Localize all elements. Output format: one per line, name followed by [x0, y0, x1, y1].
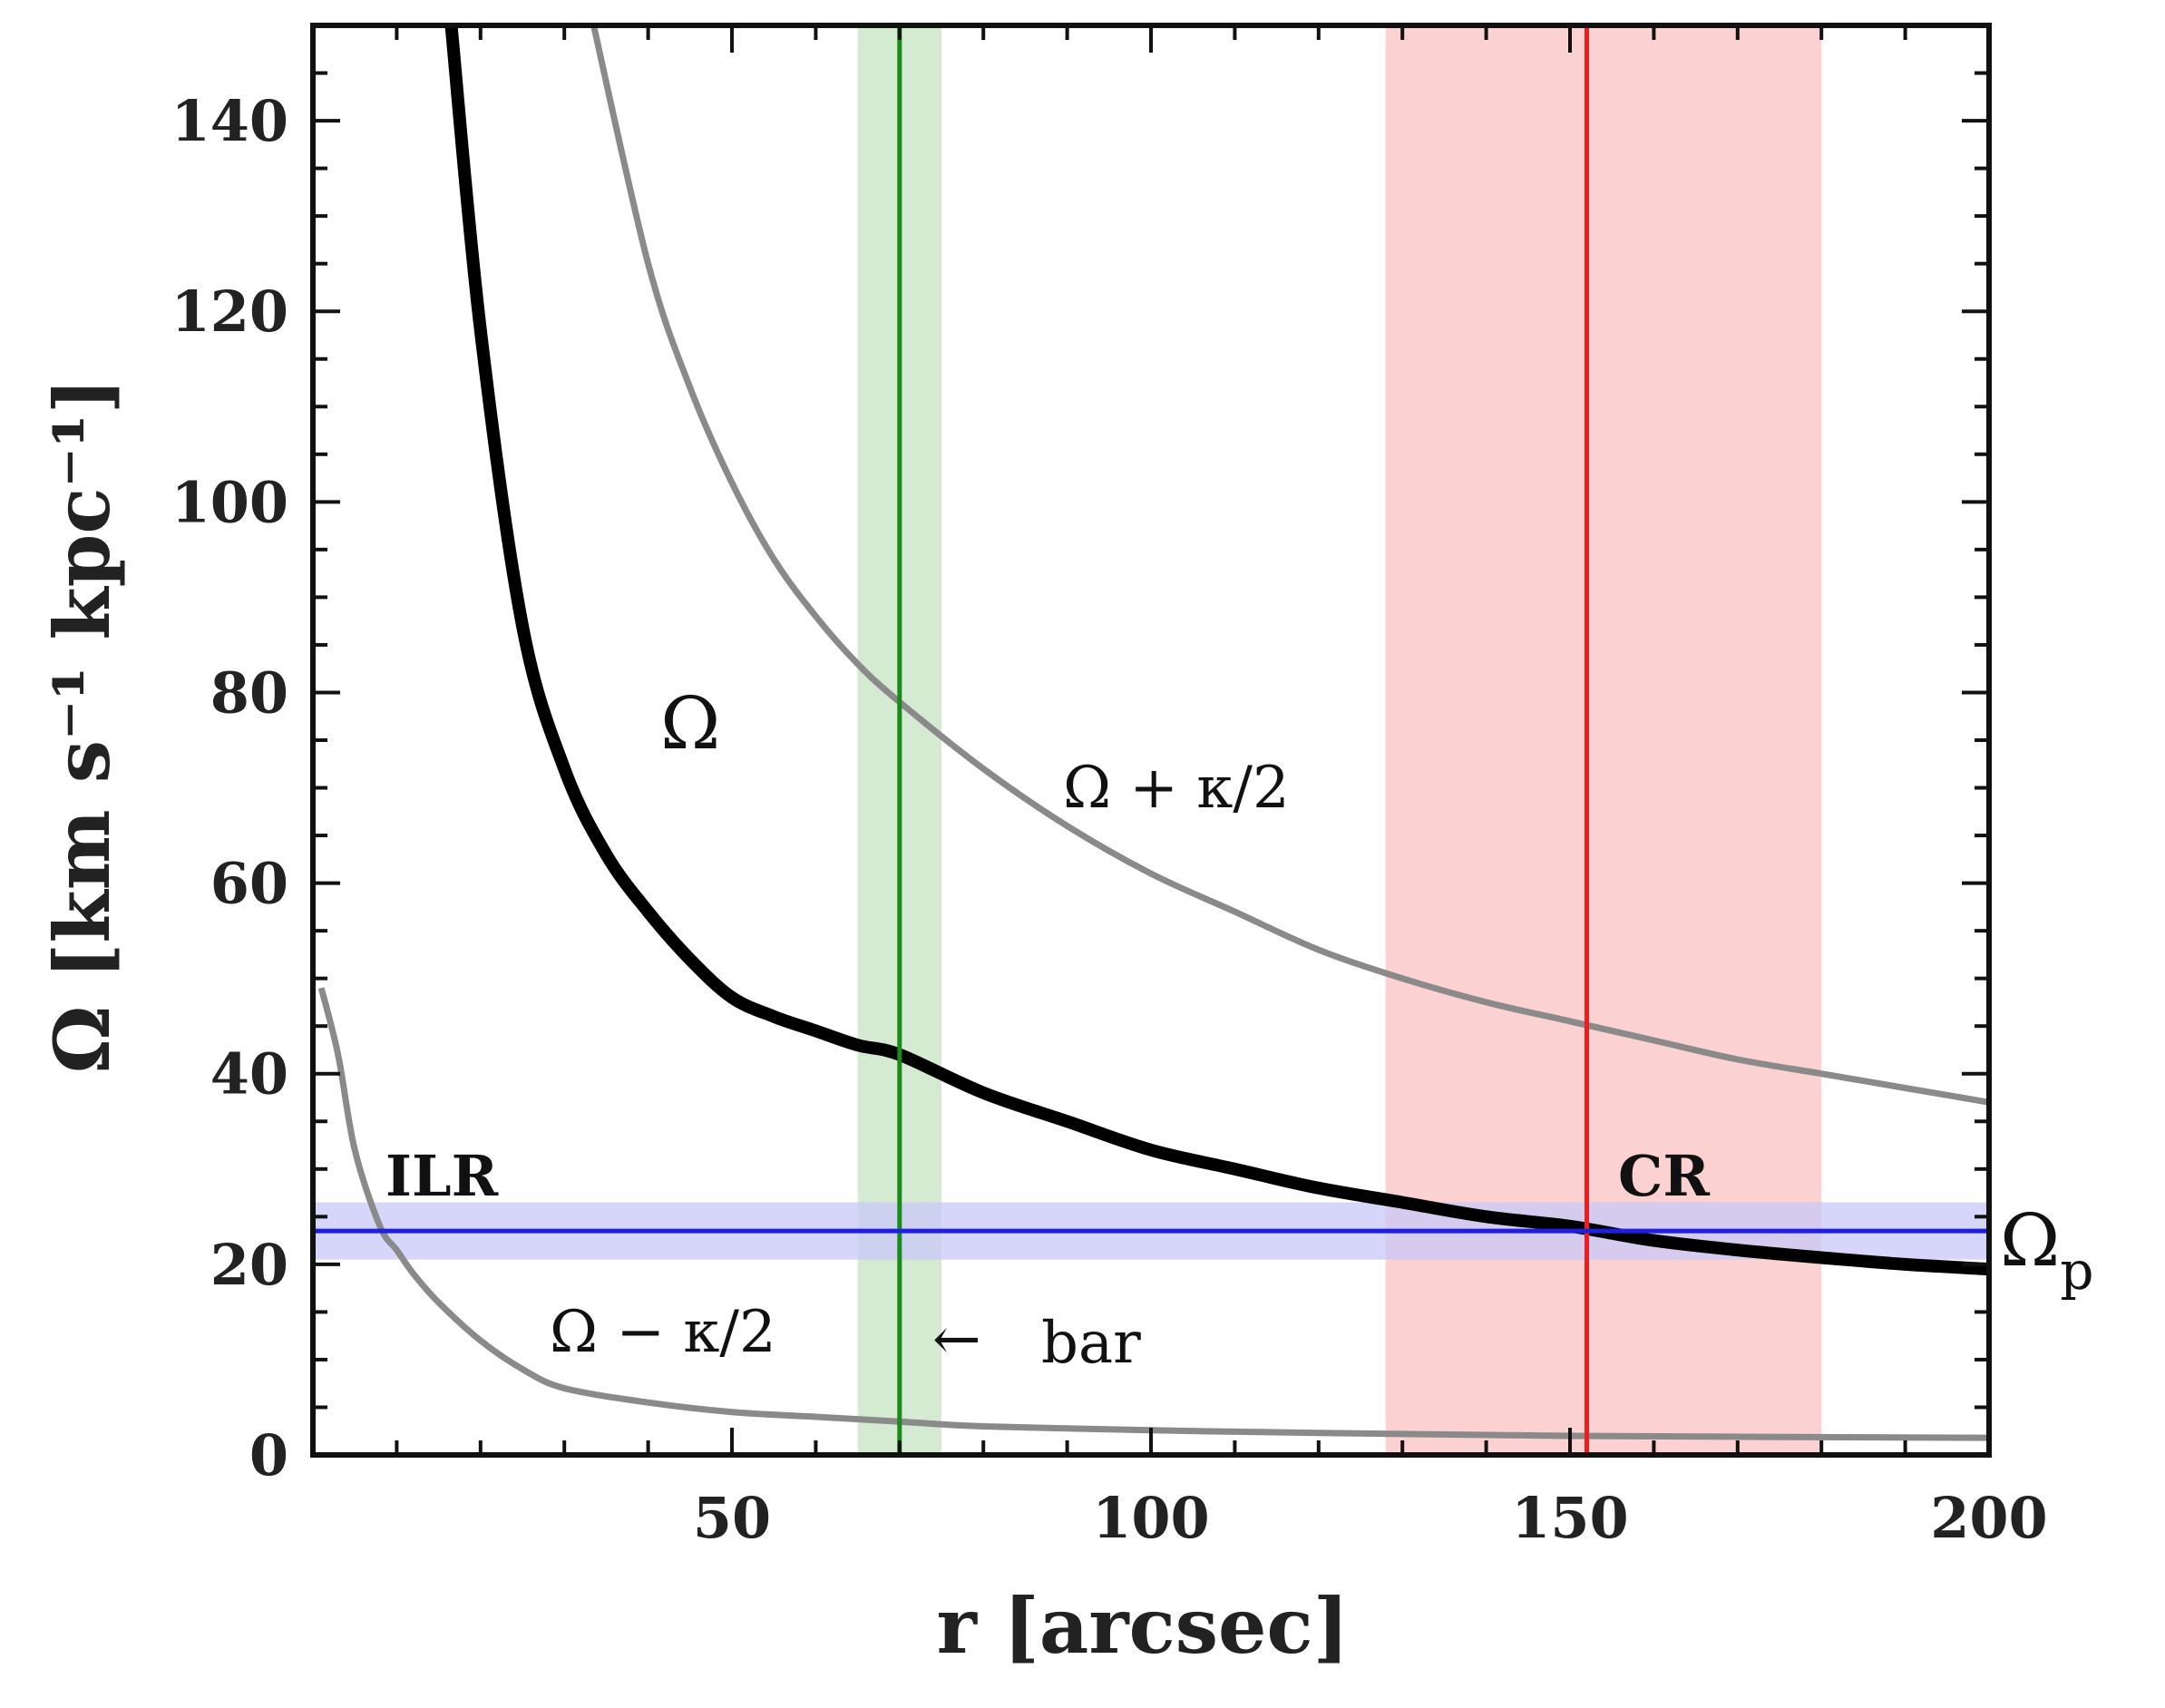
series-line-omega-plus-kappa: [590, 24, 1990, 1106]
x-tick-label: 50: [693, 1485, 771, 1551]
omega-plus-kappa-label: Ω + κ/2: [1063, 755, 1290, 822]
y-axis-title: Ω [km s⁻¹ kpc⁻¹]: [37, 378, 127, 1074]
curves: [317, 24, 1990, 1441]
plot-frame: [310, 23, 1992, 1458]
ilr-label: ILR: [385, 1143, 499, 1209]
y-tick-label: 60: [210, 851, 288, 917]
x-axis-title: r [arcsec]: [937, 1581, 1350, 1671]
pattern-speed-subscript: p: [2060, 1240, 2093, 1302]
y-tick-label: 140: [171, 88, 288, 154]
x-tick-label: 100: [1092, 1485, 1209, 1551]
y-tick-label: 0: [249, 1422, 288, 1488]
y-tick-label: 100: [171, 469, 288, 535]
bar-label: bar: [1041, 1310, 1141, 1377]
y-tick-label: 20: [210, 1232, 288, 1298]
y-tick-label: 80: [210, 659, 288, 726]
bar-arrow: ←: [932, 1306, 981, 1373]
omega-curve-label: Ω: [660, 681, 720, 766]
omega-minus-kappa-label: Ω − κ/2: [550, 1299, 776, 1366]
pattern-speed-symbol: Ω: [2000, 1198, 2060, 1283]
series-line-omega-minus-kappa: [317, 987, 1990, 1441]
y-tick-label: 40: [210, 1041, 288, 1108]
x-tick-label: 150: [1511, 1485, 1628, 1551]
series-line-omega: [444, 24, 1990, 1276]
corotation-label: CR: [1618, 1143, 1710, 1209]
y-tick-label: 120: [171, 278, 288, 345]
tick-labels: 50 100 150 200 0 20 40 60 80 100 120 140: [171, 88, 2048, 1551]
bands: [313, 25, 1989, 1455]
pattern-speed-label: Ωp: [2000, 1198, 2093, 1302]
x-tick-label: 200: [1930, 1485, 2047, 1551]
